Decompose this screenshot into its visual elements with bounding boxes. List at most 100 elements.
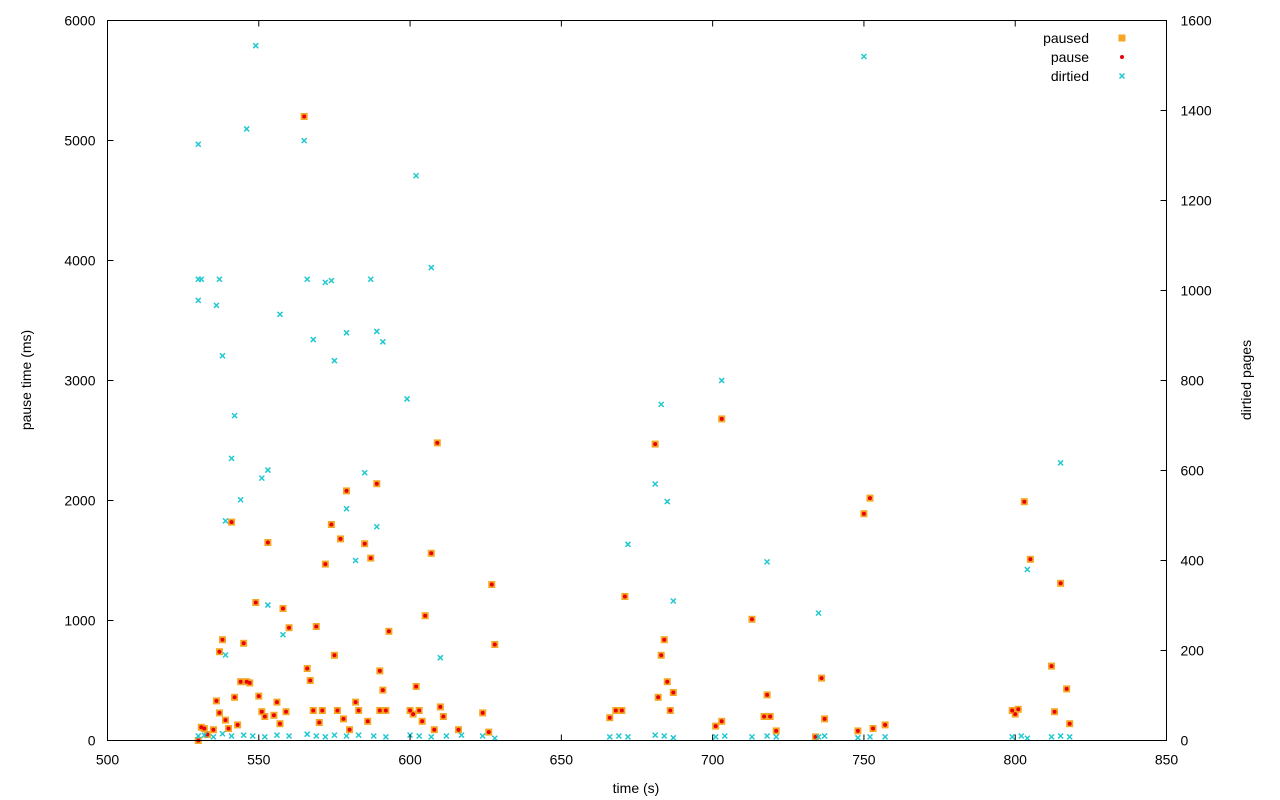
dirtied-point [310, 336, 317, 343]
pause-point [1010, 708, 1015, 713]
dirtied-point [624, 541, 631, 548]
pause-point [665, 679, 670, 684]
dirtied-point [1057, 732, 1064, 740]
dirtied-point [228, 732, 235, 740]
pause-point [441, 714, 446, 719]
dirtied-point [437, 654, 444, 661]
legend-label-paused: paused [1043, 30, 1089, 46]
dirtied-point [367, 276, 374, 283]
pause-point [492, 642, 497, 647]
dirtied-point [652, 480, 659, 488]
dirtied-point [219, 730, 226, 737]
y2-tick-label: 600 [1181, 463, 1205, 479]
dirtied-point [237, 496, 244, 503]
dirtied-point [1024, 735, 1031, 742]
dirtied-point [322, 733, 329, 740]
dirtied-point [1024, 566, 1031, 573]
axis-ticks: 500 550 600 650 700 750 800 8500100020003000400… [64, 13, 1212, 768]
pause-point [386, 629, 391, 634]
pause-point [265, 540, 270, 545]
dirtied-point [198, 276, 205, 283]
pause-point [671, 690, 676, 695]
series-pause [196, 114, 1072, 743]
dirtied-point [413, 172, 420, 179]
y2-axis-label: dirtied pages [1238, 340, 1254, 420]
pause-point [347, 727, 352, 732]
dirtied-point [866, 733, 874, 740]
dirtied-point [343, 329, 350, 336]
y2-tick-label: 800 [1181, 373, 1205, 389]
pause-point [217, 710, 222, 715]
dirtied-point [313, 732, 320, 740]
dirtied-point [228, 455, 235, 462]
dirtied-point [261, 733, 268, 740]
legend-label-dirtied: dirtied [1051, 68, 1089, 84]
dirtied-point [201, 732, 208, 739]
pause-point [1013, 712, 1018, 717]
series-dirtied [195, 42, 1073, 742]
y-tick-label: 0 [88, 733, 96, 749]
dirtied-point [258, 475, 265, 482]
pause-point [256, 694, 261, 699]
y-axis-label: pause time (ms) [18, 330, 34, 430]
dirtied-point [264, 602, 271, 609]
pause-point [217, 649, 222, 654]
legend-marker-dirtied [1118, 72, 1126, 80]
dirtied-point [712, 733, 719, 740]
pause-point [768, 714, 773, 719]
dirtied-point [279, 631, 287, 638]
dirtied-point [252, 42, 259, 49]
pause-point [1016, 707, 1021, 712]
y-tick-label: 5000 [64, 133, 95, 149]
pause-point [353, 700, 358, 705]
dirtied-point [491, 735, 498, 742]
dirtied-point [670, 597, 677, 605]
dirtied-point [222, 517, 229, 524]
pause-point [302, 114, 307, 119]
dirtied-point [352, 557, 359, 564]
x-tick-label: 750 [852, 752, 876, 768]
pause-point [332, 653, 337, 658]
pause-point [1028, 557, 1033, 562]
pause-point [271, 713, 276, 718]
pause-point [1064, 686, 1069, 691]
pause-point [659, 653, 664, 658]
pause-point [871, 726, 876, 731]
dirtied-point [1009, 733, 1016, 740]
x-axis-label: time (s) [613, 780, 660, 796]
pause-point [607, 715, 612, 720]
pause-point [613, 708, 618, 713]
dirtied-point [328, 277, 335, 284]
dirtied-point [343, 505, 350, 512]
pause-point [377, 708, 382, 713]
legend-label-pause: pause [1051, 49, 1089, 65]
pause-point [380, 688, 385, 693]
dirtied-point [860, 53, 867, 60]
pause-point [311, 708, 316, 713]
dirtied-point [243, 125, 250, 132]
pause-point [414, 684, 419, 689]
chart-marks [194, 42, 1074, 744]
pause-point [883, 722, 888, 727]
y2-tick-label: 0 [1181, 733, 1189, 749]
pause-point [662, 637, 667, 642]
dirtied-point [661, 732, 668, 740]
dirtied-point [428, 733, 435, 740]
y2-tick-label: 1400 [1181, 103, 1212, 119]
pause-point [323, 562, 328, 567]
pause-point [199, 725, 204, 730]
pause-point [211, 727, 216, 732]
pause-point [438, 704, 443, 709]
dirtied-point [624, 733, 631, 740]
y-tick-label: 3000 [64, 373, 95, 389]
pause-point [308, 678, 313, 683]
x-tick-label: 600 [398, 752, 422, 768]
pause-point [762, 714, 767, 719]
dirtied-point [373, 328, 380, 335]
pause-point [262, 714, 267, 719]
dirtied-point [1057, 459, 1064, 466]
pause-point [314, 624, 319, 629]
dirtied-point [815, 610, 822, 617]
dirtied-point [815, 733, 822, 740]
pause-point [819, 676, 824, 681]
